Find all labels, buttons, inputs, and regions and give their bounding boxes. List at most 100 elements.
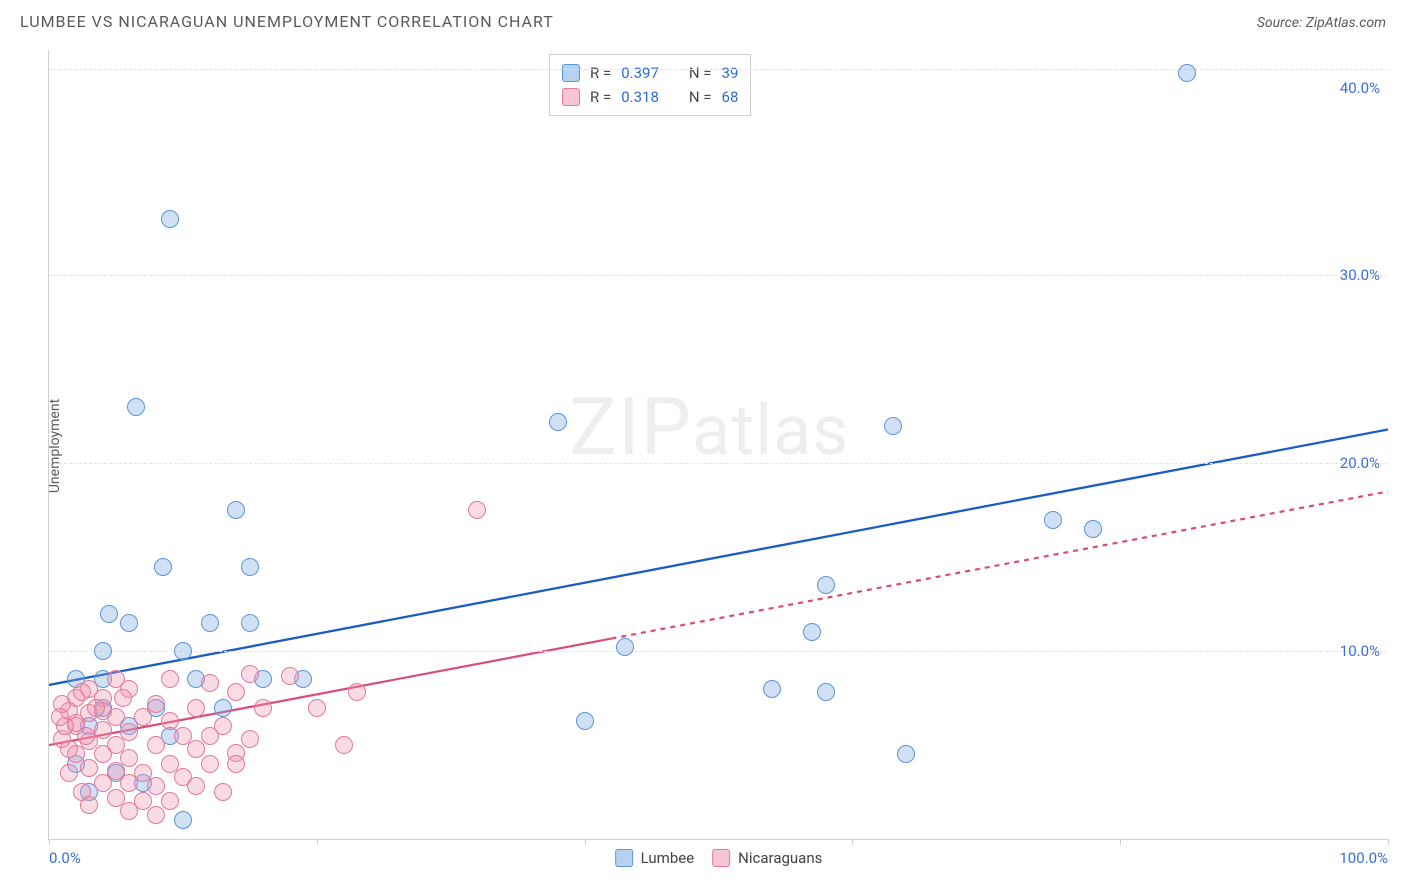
n-label: N = bbox=[689, 85, 712, 109]
r-label: R = bbox=[590, 61, 611, 85]
data-point bbox=[161, 712, 179, 730]
source-prefix: Source: bbox=[1257, 15, 1306, 31]
data-point bbox=[201, 614, 219, 632]
x-tick-label: 0.0% bbox=[49, 849, 81, 867]
trend-lines bbox=[49, 50, 1388, 839]
data-point bbox=[174, 811, 192, 829]
r-value: 0.397 bbox=[621, 61, 659, 85]
n-label: N = bbox=[689, 61, 712, 85]
data-point bbox=[1178, 64, 1196, 82]
data-point bbox=[187, 777, 205, 795]
y-tick-label: 10.0% bbox=[1340, 642, 1380, 660]
data-point bbox=[134, 708, 152, 726]
watermark: ZIPatlas bbox=[569, 380, 849, 474]
data-point bbox=[147, 695, 165, 713]
data-point bbox=[884, 417, 902, 435]
data-point bbox=[576, 712, 594, 730]
legend-label: Lumbee bbox=[641, 849, 695, 867]
data-point bbox=[214, 699, 232, 717]
x-tick bbox=[317, 839, 318, 845]
x-tick bbox=[1120, 839, 1121, 845]
data-point bbox=[201, 727, 219, 745]
data-point bbox=[227, 755, 245, 773]
data-point bbox=[187, 699, 205, 717]
watermark-big: ZIP bbox=[569, 380, 692, 474]
data-point bbox=[120, 749, 138, 767]
legend-item: Nicaraguans bbox=[712, 849, 822, 867]
data-point bbox=[120, 802, 138, 820]
data-point bbox=[281, 667, 299, 685]
data-point bbox=[241, 614, 259, 632]
legend-swatch bbox=[562, 64, 580, 82]
x-tick bbox=[1388, 839, 1389, 845]
data-point bbox=[94, 642, 112, 660]
data-point bbox=[154, 558, 172, 576]
scatter-chart: ZIPatlas R =0.397N =39R =0.318N =68 Lumb… bbox=[48, 50, 1388, 840]
data-point bbox=[214, 783, 232, 801]
data-point bbox=[241, 558, 259, 576]
data-point bbox=[60, 764, 78, 782]
data-point bbox=[254, 699, 272, 717]
data-point bbox=[60, 740, 78, 758]
data-point bbox=[241, 730, 259, 748]
data-point bbox=[335, 736, 353, 754]
data-point bbox=[763, 680, 781, 698]
data-point bbox=[100, 605, 118, 623]
data-point bbox=[147, 806, 165, 824]
legend-row: R =0.318N =68 bbox=[562, 85, 738, 109]
n-value: 68 bbox=[722, 85, 739, 109]
source-attribution: Source: ZipAtlas.com bbox=[1257, 15, 1386, 31]
data-point bbox=[80, 759, 98, 777]
data-point bbox=[120, 614, 138, 632]
data-point bbox=[1084, 520, 1102, 538]
data-point bbox=[803, 623, 821, 641]
data-point bbox=[201, 674, 219, 692]
data-point bbox=[1044, 511, 1062, 529]
data-point bbox=[817, 683, 835, 701]
data-point bbox=[127, 398, 145, 416]
data-point bbox=[51, 708, 69, 726]
x-tick-label: 100.0% bbox=[1339, 849, 1388, 867]
data-point bbox=[161, 792, 179, 810]
data-point bbox=[174, 642, 192, 660]
data-point bbox=[348, 683, 366, 701]
chart-title: LUMBEE VS NICARAGUAN UNEMPLOYMENT CORREL… bbox=[20, 12, 554, 31]
data-point bbox=[120, 723, 138, 741]
data-point bbox=[147, 777, 165, 795]
series-legend: Lumbee Nicaraguans bbox=[615, 849, 823, 867]
data-point bbox=[468, 501, 486, 519]
data-point bbox=[227, 683, 245, 701]
data-point bbox=[549, 413, 567, 431]
x-tick bbox=[49, 839, 50, 845]
data-point bbox=[241, 665, 259, 683]
data-point bbox=[73, 683, 91, 701]
r-label: R = bbox=[590, 85, 611, 109]
data-point bbox=[897, 745, 915, 763]
gridline-h bbox=[49, 275, 1388, 276]
legend-swatch bbox=[562, 88, 580, 106]
gridline-h bbox=[49, 463, 1388, 464]
data-point bbox=[161, 210, 179, 228]
trend-line bbox=[611, 491, 1388, 638]
legend-row: R =0.397N =39 bbox=[562, 61, 738, 85]
correlation-legend: R =0.397N =39R =0.318N =68 bbox=[549, 54, 751, 116]
y-tick-label: 20.0% bbox=[1340, 454, 1380, 472]
data-point bbox=[77, 727, 95, 745]
data-point bbox=[616, 638, 634, 656]
legend-swatch bbox=[712, 849, 730, 867]
x-tick bbox=[852, 839, 853, 845]
data-point bbox=[80, 796, 98, 814]
source-name: ZipAtlas.com bbox=[1306, 15, 1386, 31]
data-point bbox=[161, 670, 179, 688]
data-point bbox=[201, 755, 219, 773]
data-point bbox=[87, 699, 105, 717]
data-point bbox=[94, 745, 112, 763]
x-tick bbox=[585, 839, 586, 845]
data-point bbox=[114, 689, 132, 707]
y-tick-label: 40.0% bbox=[1340, 79, 1380, 97]
data-point bbox=[120, 774, 138, 792]
data-point bbox=[147, 736, 165, 754]
legend-label: Nicaraguans bbox=[738, 849, 822, 867]
data-point bbox=[308, 699, 326, 717]
y-tick-label: 30.0% bbox=[1340, 266, 1380, 284]
